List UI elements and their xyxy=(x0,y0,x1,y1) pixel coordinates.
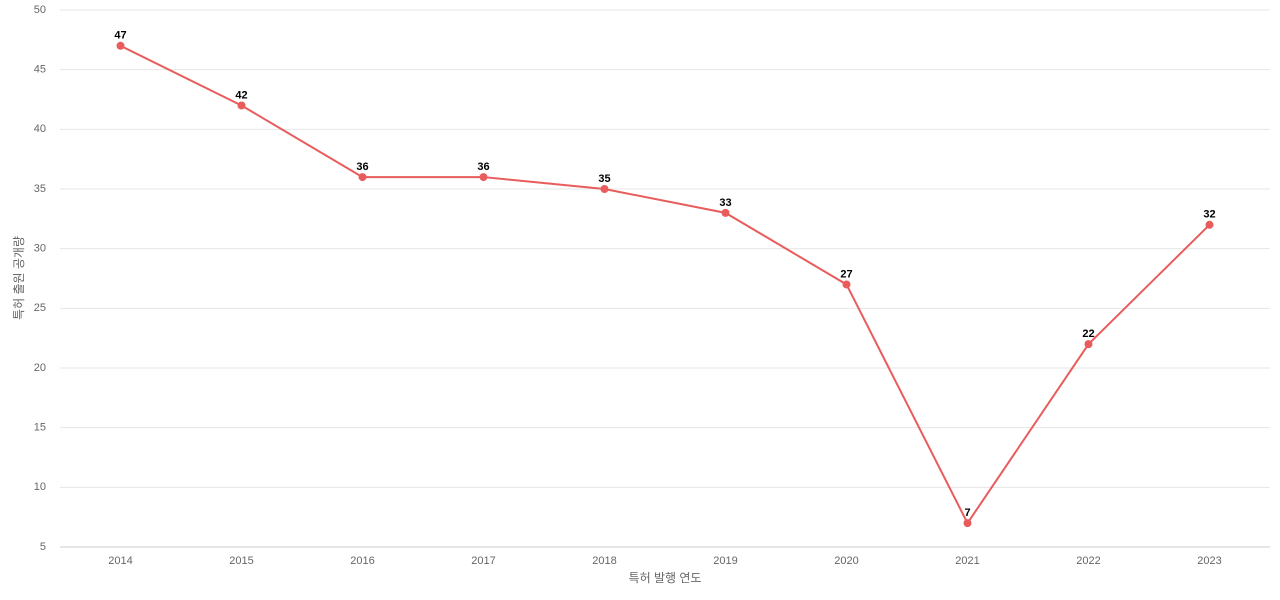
point xyxy=(963,519,972,528)
value-label: 22 xyxy=(1082,328,1094,340)
point xyxy=(1084,340,1093,349)
y-tick-label: 15 xyxy=(34,422,46,434)
y-tick-label: 50 xyxy=(34,4,46,16)
y-tick-label: 10 xyxy=(34,481,46,493)
y-tick-label: 5 xyxy=(40,541,46,553)
value-label: 32 xyxy=(1203,209,1215,221)
point xyxy=(721,208,730,217)
x-tick-label: 2020 xyxy=(834,555,858,567)
point xyxy=(358,173,367,182)
x-tick-label: 2019 xyxy=(713,555,737,567)
x-tick-label: 2014 xyxy=(108,555,132,567)
point xyxy=(479,173,488,182)
x-tick-label: 2015 xyxy=(229,555,253,567)
point xyxy=(842,280,851,289)
value-label: 36 xyxy=(356,161,368,173)
x-tick-label: 2023 xyxy=(1197,555,1221,567)
x-tick-label: 2016 xyxy=(350,555,374,567)
point xyxy=(237,101,246,110)
x-tick-label: 2022 xyxy=(1076,555,1100,567)
x-tick-label: 2018 xyxy=(592,555,616,567)
value-label: 36 xyxy=(477,161,489,173)
value-label: 33 xyxy=(719,197,731,209)
value-label: 27 xyxy=(840,268,852,280)
x-tick-label: 2017 xyxy=(471,555,495,567)
y-tick-label: 40 xyxy=(34,123,46,135)
x-tick-label: 2021 xyxy=(955,555,979,567)
y-tick-label: 25 xyxy=(34,302,46,314)
value-label: 7 xyxy=(964,507,970,519)
point xyxy=(1205,220,1214,229)
point xyxy=(116,41,125,50)
x-axis-title: 특허 발행 연도 xyxy=(629,570,702,585)
y-tick-label: 30 xyxy=(34,243,46,255)
line xyxy=(120,44,1211,526)
value-label: 35 xyxy=(598,173,610,185)
value-label: 42 xyxy=(235,89,247,101)
y-tick-label: 45 xyxy=(34,64,46,76)
y-tick-label: 20 xyxy=(34,362,46,374)
value-label: 47 xyxy=(114,30,126,42)
y-tick-label: 35 xyxy=(34,183,46,195)
y-axis-title: 특허 출원 공개량 xyxy=(12,236,26,320)
point xyxy=(600,185,609,193)
